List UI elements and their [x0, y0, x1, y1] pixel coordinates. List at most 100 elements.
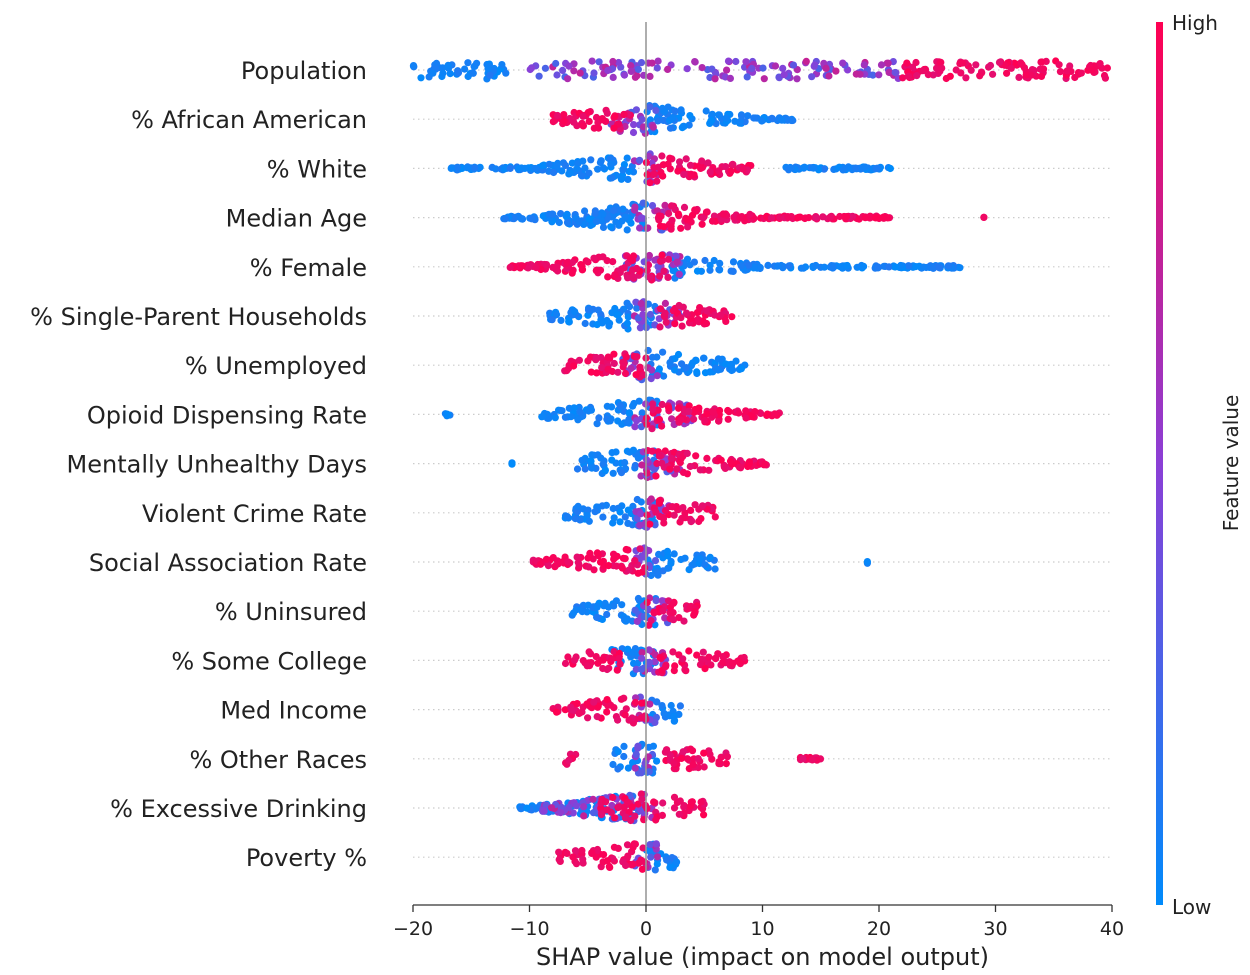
shap-point — [687, 745, 695, 753]
colorbar-title: Feature value — [1219, 395, 1243, 532]
shap-point — [698, 64, 706, 72]
shap-point — [839, 59, 847, 67]
shap-point — [586, 550, 594, 558]
shap-point — [599, 664, 607, 673]
shap-point — [638, 795, 646, 803]
shap-point — [593, 603, 601, 611]
shap-point — [670, 759, 678, 768]
shap-point — [652, 472, 660, 480]
shap-point — [602, 798, 610, 806]
shap-point — [572, 860, 581, 868]
feature-label: Social Association Rate — [89, 549, 367, 577]
shap-point — [609, 793, 617, 802]
shap-point — [636, 156, 644, 164]
shap-point — [538, 162, 547, 170]
shap-point — [742, 407, 750, 415]
shap-point — [787, 164, 795, 172]
shap-point — [621, 555, 629, 563]
shap-point — [610, 514, 618, 522]
shap-point — [715, 111, 724, 119]
shap-point — [608, 174, 616, 182]
shap-point — [597, 316, 605, 324]
shap-point — [593, 420, 601, 428]
shap-point — [959, 59, 967, 67]
shap-point — [989, 70, 997, 78]
shap-point — [625, 409, 634, 417]
shap-point — [645, 646, 653, 654]
x-axis-label: SHAP value (impact on model output) — [536, 943, 989, 971]
shap-point — [872, 165, 880, 173]
shap-point — [625, 566, 633, 574]
shap-point — [836, 263, 844, 271]
shap-point — [637, 769, 645, 777]
shap-point — [692, 452, 700, 460]
shap-point — [585, 648, 593, 656]
shap-point — [506, 263, 514, 271]
shap-point — [671, 366, 679, 374]
shap-point — [622, 705, 630, 713]
shap-point — [957, 69, 965, 77]
shap-point — [670, 511, 678, 519]
shap-point — [584, 306, 593, 314]
shap-point — [646, 72, 654, 80]
shap-point — [620, 71, 629, 79]
shap-point — [877, 61, 886, 69]
shap-point — [553, 71, 561, 79]
shap-point — [594, 659, 602, 667]
shap-point — [594, 165, 602, 173]
shap-point — [620, 752, 628, 761]
shap-point — [685, 647, 693, 655]
shap-point — [829, 264, 837, 272]
shap-point — [1056, 68, 1064, 76]
shap-point — [708, 65, 716, 73]
shap-point — [611, 112, 619, 120]
shap-point — [669, 599, 678, 607]
shap-point — [563, 849, 571, 858]
shap-point — [784, 116, 792, 124]
shap-point — [611, 814, 619, 822]
shap-point — [634, 800, 642, 808]
shap-point — [706, 261, 714, 269]
shap-point — [620, 264, 628, 272]
shap-point — [1018, 61, 1026, 69]
shap-point — [595, 58, 603, 66]
shap-point — [447, 164, 455, 172]
shap-point — [670, 804, 679, 812]
shap-point — [637, 790, 645, 798]
shap-point — [637, 856, 645, 864]
shap-point — [666, 165, 674, 173]
shap-point — [648, 425, 656, 433]
shap-point — [687, 170, 695, 178]
shap-point — [575, 217, 583, 225]
shap-point — [624, 519, 632, 528]
shap-point — [671, 320, 679, 328]
shap-point — [976, 72, 984, 80]
shap-point — [750, 114, 758, 122]
shap-point — [793, 75, 801, 83]
shap-point — [574, 502, 582, 510]
shap-point — [619, 858, 627, 866]
shap-point — [657, 212, 665, 220]
shap-point — [631, 461, 639, 470]
shap-point — [624, 419, 632, 427]
shap-point — [439, 69, 447, 77]
x-tick-label: −20 — [393, 918, 433, 940]
shap-point — [619, 166, 627, 174]
shap-point — [592, 355, 601, 363]
shap-point — [820, 165, 828, 173]
shap-point — [929, 264, 938, 272]
shap-point — [607, 160, 615, 168]
shap-point — [800, 163, 809, 171]
shap-point — [634, 65, 643, 73]
shap-point — [581, 319, 589, 328]
shap-point — [620, 407, 628, 415]
shap-point — [645, 251, 654, 260]
shap-point — [649, 405, 657, 414]
shap-point — [578, 846, 586, 855]
shap-point — [1037, 72, 1046, 80]
shap-point — [616, 660, 624, 668]
shap-point — [591, 508, 599, 516]
shap-point — [599, 253, 607, 261]
shap-point — [603, 317, 611, 325]
shap-point — [651, 521, 659, 529]
